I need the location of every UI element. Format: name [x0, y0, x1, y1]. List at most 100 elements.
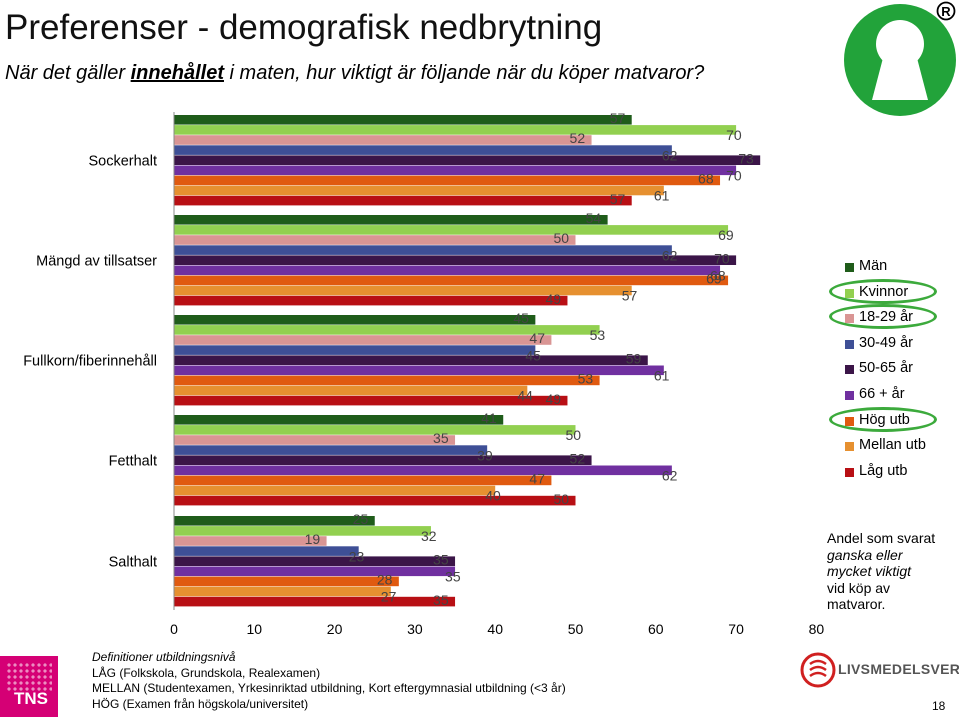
chart-note: Andel som svarat ganska eller mycket vik… — [827, 530, 957, 613]
bar — [174, 576, 399, 587]
legend-item: Kvinnor — [829, 278, 955, 310]
bar — [174, 395, 568, 406]
bar — [174, 536, 327, 546]
data-label: 69 — [718, 227, 734, 243]
bar — [174, 435, 456, 445]
bars — [174, 115, 761, 607]
bar — [174, 255, 737, 265]
page-title: Preferenser - demografisk nedbrytning — [5, 8, 603, 47]
chart-legend: Män Kvinnor 18-29 år 30-49 år 50-65 år 66 + å… — [829, 258, 955, 488]
data-label: 49 — [545, 391, 561, 407]
bar — [174, 315, 536, 325]
bar — [174, 566, 456, 577]
data-label: 50 — [554, 491, 570, 507]
legend-swatch — [845, 365, 854, 375]
category-label: Sockerhalt — [88, 153, 157, 169]
tns-logo: TNS — [0, 656, 58, 717]
data-label: 62 — [662, 247, 678, 263]
data-label: 59 — [626, 350, 642, 366]
x-tick-label: 40 — [487, 621, 503, 637]
data-label: 28 — [377, 572, 393, 588]
bar — [174, 556, 456, 566]
data-label: 50 — [554, 230, 570, 246]
legend-item: Män — [845, 258, 955, 284]
legend-swatch — [845, 390, 854, 400]
definition-low: LÅG (Folkskola, Grundskola, Realexamen) — [92, 665, 321, 680]
data-label: 32 — [421, 528, 437, 544]
legend-label: Mellan utb — [859, 437, 926, 454]
legend-swatch — [845, 263, 854, 272]
data-label: 52 — [570, 450, 586, 466]
livsmedelsverket-logo: LIVSMEDELSVERKET — [800, 652, 959, 688]
data-label: 49 — [545, 291, 561, 307]
data-label: 45 — [513, 310, 529, 326]
note-line-3: mycket viktigt — [827, 563, 912, 579]
bar — [174, 195, 632, 206]
legend-item: 18-29 år — [829, 304, 955, 335]
note-line-2: ganska eller — [827, 546, 903, 563]
data-label: 45 — [525, 347, 541, 363]
legend-item: 30-49 år — [845, 335, 955, 361]
data-label: 68 — [698, 171, 714, 187]
data-label: 68 — [710, 268, 726, 284]
legend-highlight-oval — [829, 304, 937, 330]
legend-label: 30-49 år — [859, 334, 914, 351]
bar — [174, 425, 576, 435]
data-label: 40 — [485, 488, 501, 504]
legend-label: 50-65 år — [859, 360, 914, 377]
data-label: 35 — [433, 551, 449, 567]
bar — [174, 475, 552, 486]
data-label: 57 — [622, 288, 638, 304]
bar — [174, 135, 592, 145]
data-label: 35 — [433, 430, 449, 446]
bar — [174, 445, 488, 455]
note-line-4: vid köp av — [827, 579, 891, 596]
x-tick-label: 70 — [728, 621, 744, 637]
bar — [174, 115, 632, 125]
legend-swatch — [845, 288, 854, 298]
bar — [174, 325, 600, 335]
livsmedelsverket-emblem-icon — [800, 652, 836, 688]
data-label: 27 — [381, 589, 397, 605]
bar — [174, 495, 576, 506]
legend-item: 50-65 år — [845, 360, 955, 386]
bar — [174, 375, 600, 386]
x-tick-label: 80 — [809, 621, 825, 637]
bar — [174, 415, 504, 425]
bar — [174, 245, 672, 255]
data-label: 25 — [353, 511, 369, 527]
bar — [174, 235, 576, 245]
note-line-1: Andel som svarat — [827, 530, 936, 546]
x-tick-label: 30 — [407, 621, 423, 637]
bar — [174, 485, 496, 496]
data-label: 53 — [590, 327, 606, 343]
bar — [174, 546, 359, 556]
bar — [174, 285, 632, 296]
brand-keyhole-logo: R — [844, 1, 956, 116]
legend-item: Mellan utb — [845, 437, 955, 463]
data-label: 44 — [517, 388, 533, 404]
legend-label: 66 + år — [859, 385, 905, 402]
bar — [174, 275, 729, 286]
legend-highlight-oval — [829, 278, 937, 304]
legend-swatch — [845, 416, 854, 426]
bar — [174, 465, 672, 476]
data-label: 52 — [570, 130, 586, 146]
data-label: 69 — [706, 271, 722, 287]
note-line-5: matvaror. — [827, 596, 886, 612]
category-label: Fetthalt — [109, 453, 157, 469]
data-label: 62 — [662, 147, 678, 163]
bar — [174, 355, 648, 365]
data-label: 50 — [566, 427, 582, 443]
bar — [174, 365, 664, 376]
tns-logo-text: TNS — [14, 689, 48, 708]
bar — [174, 385, 528, 396]
data-label: 47 — [529, 330, 545, 346]
bar — [174, 175, 721, 186]
legend-label: Kvinnor — [859, 283, 909, 300]
subtitle-prefix: När det gäller — [5, 62, 131, 84]
legend-swatch — [845, 314, 854, 324]
bar — [174, 145, 672, 155]
